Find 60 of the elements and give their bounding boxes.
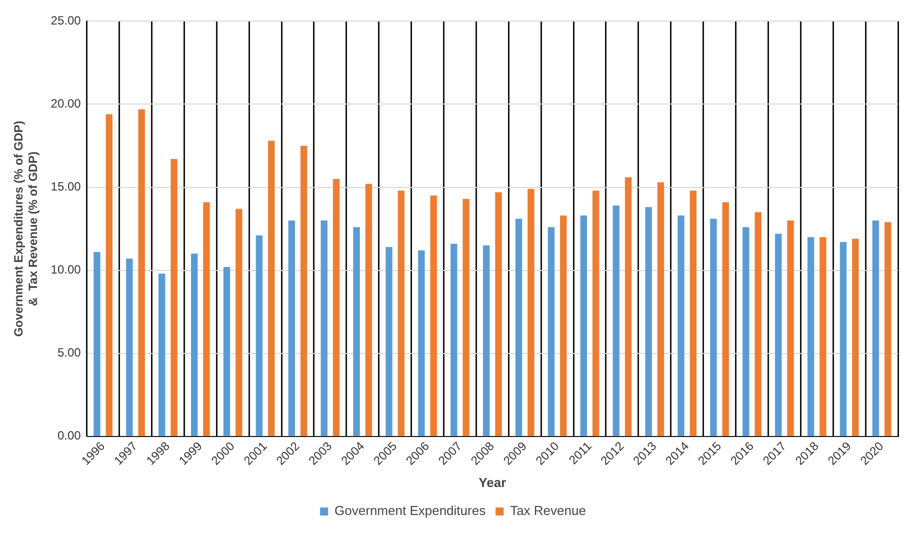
bar: [170, 159, 178, 436]
bar: [580, 215, 588, 436]
bar: [852, 238, 859, 436]
y-tick-label: 5.00: [57, 346, 82, 360]
bar: [872, 220, 880, 436]
bar: [256, 235, 263, 436]
bar: [236, 208, 242, 436]
bar: [158, 274, 166, 436]
bar: [482, 245, 490, 436]
y-tick-label: 0.00: [57, 428, 82, 443]
bar: [592, 190, 600, 436]
bar: [126, 258, 133, 436]
bar: [268, 140, 275, 436]
bar: [612, 206, 620, 436]
bar: [528, 188, 534, 436]
bar: [678, 215, 684, 436]
bar: [884, 222, 892, 436]
bar: [203, 202, 210, 436]
bar: [430, 196, 437, 436]
bar: [450, 244, 458, 436]
bar: [418, 250, 425, 436]
bar: [353, 227, 360, 436]
y-tick-label: 25.00: [50, 14, 82, 28]
y-tick-label: 10.00: [50, 262, 82, 277]
bar: [223, 266, 230, 436]
bar: [138, 109, 145, 436]
bar: [807, 237, 814, 436]
bar: [754, 212, 762, 436]
bar: [398, 190, 405, 436]
y-axis-title: Government Expenditures (% of GDP) & Tax Revenue (% of GDP): [12, 120, 40, 337]
bar: [288, 220, 295, 436]
y-tick-label: 15.00: [50, 180, 82, 194]
bar: [775, 234, 782, 436]
bar: [645, 207, 652, 436]
bar: [386, 247, 392, 436]
bar: [190, 254, 198, 436]
bar: [495, 192, 502, 436]
bar: [657, 182, 664, 436]
bar: [722, 202, 729, 436]
legend-label: Government Expenditures: [334, 503, 486, 518]
bar: [560, 215, 567, 436]
bar: [320, 220, 328, 436]
bar: [787, 220, 794, 436]
bar: [840, 242, 847, 436]
bar: [548, 227, 555, 436]
bar: [94, 252, 100, 436]
x-axis-title: Year: [478, 474, 506, 490]
bar: [515, 218, 522, 436]
bar: [742, 227, 750, 436]
y-tick-label: 20.00: [50, 96, 82, 111]
bar: [300, 146, 308, 436]
bar: [462, 198, 470, 436]
bar: [624, 177, 632, 436]
bar: [106, 114, 112, 436]
bar: [690, 190, 697, 436]
bar: [820, 237, 826, 436]
bar: [332, 178, 340, 436]
bar: [365, 184, 372, 436]
bar: [710, 218, 717, 436]
legend-label: Tax Revenue: [510, 503, 586, 518]
